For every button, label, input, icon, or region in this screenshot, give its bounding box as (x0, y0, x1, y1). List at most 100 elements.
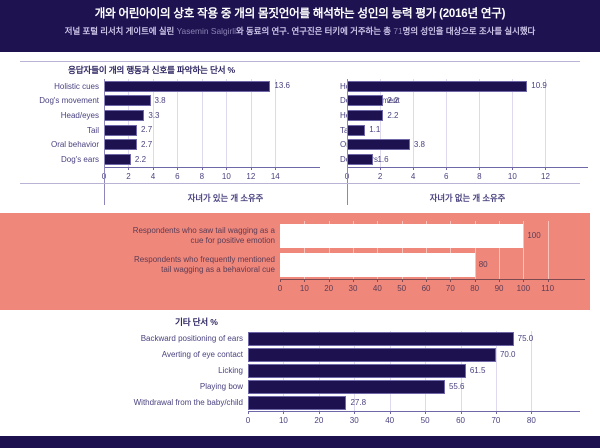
category-label: Dog's movement (39, 96, 99, 106)
x-axis-tick (547, 279, 549, 282)
x-axis-tick (446, 167, 448, 170)
bar[interactable] (347, 139, 410, 151)
bar[interactable] (347, 124, 366, 136)
x-axis-line (248, 411, 580, 412)
bar-track: 27.8 (248, 395, 580, 411)
bar-value-label: 61.5 (469, 366, 486, 375)
gridline (250, 79, 252, 167)
bar[interactable] (347, 110, 384, 122)
x-axis-tick-label: 40 (385, 416, 395, 425)
bar[interactable] (104, 124, 138, 136)
x-axis-tick-label: 90 (494, 284, 504, 293)
chart-cues-with-children: Holistic cues 13.6 Dog's movement 3.8 Head/e… (20, 79, 320, 183)
top-section-bottom-rule (20, 183, 580, 184)
bar-row: Holistic cues 10.9 (340, 79, 588, 94)
x-axis-tick-label: 70 (491, 416, 501, 425)
gridline (377, 221, 379, 279)
bar-value-label: 13.6 (274, 81, 290, 91)
bar[interactable] (104, 139, 138, 151)
category-label: Dog's movement (340, 96, 400, 106)
x-axis-tick-label: 60 (456, 416, 465, 425)
bar[interactable] (104, 110, 145, 122)
x-axis-tick (389, 411, 391, 414)
x-axis-tick (450, 279, 452, 282)
category-label: Respondents who frequently mentioned tail… (20, 255, 280, 274)
bar-value-label: 100 (527, 230, 541, 240)
gridline (474, 221, 476, 279)
bar-value-label: 2.2 (387, 110, 399, 120)
x-axis-tick (545, 167, 547, 170)
bar-row: Dog's movement2.2 (340, 94, 588, 109)
bar-value-label: 75.0 (517, 334, 534, 343)
bar-track: 1.6 (347, 152, 588, 167)
x-axis-tick-label: 10 (507, 172, 517, 181)
x-axis-tick (495, 411, 497, 414)
category-label: Tail (86, 125, 99, 135)
gridline (512, 79, 514, 167)
x-axis-tick (226, 167, 228, 170)
bar[interactable] (280, 223, 524, 248)
x-axis-tick-label: 2 (377, 172, 383, 181)
x-axis-tick (304, 279, 306, 282)
x-axis-tick (152, 167, 154, 170)
category-label: Oral behavior (50, 140, 99, 150)
x-axis-tick (380, 167, 382, 170)
x-axis-tick-label: 10 (221, 172, 231, 181)
x-axis-tick (250, 167, 252, 170)
category-label: Averting of eye contact (161, 350, 243, 360)
bar[interactable] (104, 154, 131, 166)
x-axis-tick-label: 10 (278, 416, 288, 425)
bar[interactable] (347, 154, 374, 166)
gridline (275, 79, 277, 167)
bar[interactable] (280, 252, 475, 277)
bar-value-label: 2.2 (387, 95, 399, 105)
bar-track: 80 (280, 250, 585, 279)
x-axis-tick (283, 411, 285, 414)
category-label: Oral behavior (340, 140, 388, 150)
x-axis-tick (413, 167, 415, 170)
gridline (152, 79, 154, 167)
bar-track: 1.1 (347, 123, 588, 138)
x-axis-tick (328, 279, 330, 282)
bar[interactable] (104, 95, 151, 107)
bar[interactable] (248, 332, 514, 346)
bar[interactable] (104, 80, 271, 92)
x-axis-tick-label: 8 (477, 172, 482, 181)
bar-track: 75.0 (248, 331, 580, 347)
x-axis-tick-label: 4 (150, 172, 156, 181)
x-axis-tick-label: 12 (246, 172, 256, 181)
footer-bar (0, 436, 600, 448)
bar[interactable] (248, 348, 496, 362)
bar[interactable] (347, 80, 528, 92)
category-label: Backward positioning of ears (140, 334, 243, 344)
gridline (380, 79, 382, 167)
x-axis-tick (353, 279, 354, 282)
bar-value-label: 1.6 (377, 154, 389, 164)
tail-wagging-band: Respondents who saw tail wagging as a cue… (0, 213, 590, 310)
gridline (450, 221, 452, 279)
bar[interactable] (248, 380, 445, 394)
bar-track: 100 (280, 221, 585, 250)
bar[interactable] (248, 364, 466, 378)
bar[interactable] (347, 95, 384, 107)
gridline (495, 331, 497, 411)
x-axis-tick (426, 279, 428, 282)
bar[interactable] (248, 396, 347, 410)
x-axis-tick-label: 80 (526, 416, 536, 425)
page-subtitle: 저널 포털 리서치 게이트에 실린 Yasemin Salgirli와 동료의 … (0, 25, 600, 38)
x-axis-tick (280, 279, 281, 282)
subtitle-count: 71 (393, 26, 403, 36)
category-label-line: tail wagging as a behavioral cue (161, 264, 275, 274)
x-axis-tick-label: 60 (421, 284, 431, 293)
gridline (426, 221, 428, 279)
category-label: Dog's ears (61, 154, 99, 164)
bar-value-label: 80 (478, 259, 488, 269)
bar-track: 2.7 (104, 123, 320, 138)
left-panel-caption: 자녀가 있는 개 소유주 (187, 193, 264, 203)
top-section-title: 응답자들이 개의 행동과 신호를 파악하는 단서 % (68, 65, 235, 75)
chart-cues-without-children: Holistic cues10.9Dog's movement2.2Head/e… (340, 79, 588, 183)
bar-value-label: 2.2 (134, 154, 147, 164)
gridline (401, 221, 403, 279)
bar-row: Holistic cues 13.6 (20, 79, 320, 94)
x-axis-tick-label: 30 (348, 284, 358, 293)
